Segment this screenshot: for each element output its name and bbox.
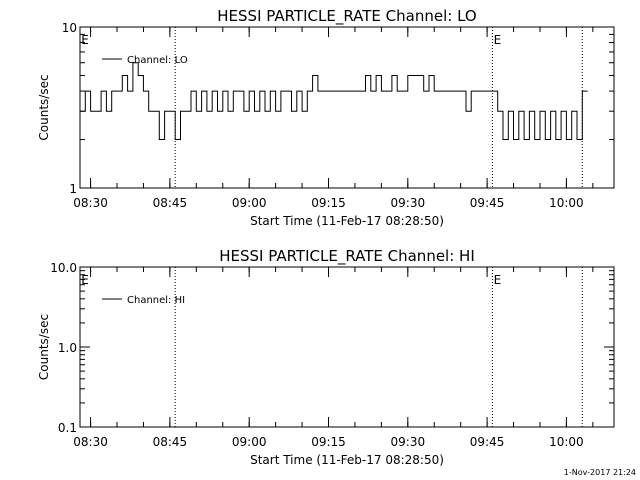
legend-entry: Channel: HI xyxy=(127,295,185,306)
y-tick-label: 1.0 xyxy=(58,341,77,355)
chart-title: HESSI PARTICLE_RATE Channel: HI xyxy=(219,247,475,266)
x-tick-label: 09:45 xyxy=(470,196,505,210)
x-tick-label: 09:30 xyxy=(391,196,426,210)
x-tick-label: 09:45 xyxy=(470,435,505,449)
event-marker-label: E xyxy=(494,33,502,47)
x-tick-label: 09:00 xyxy=(232,196,267,210)
x-tick-label: 09:30 xyxy=(391,435,426,449)
x-axis-label: Start Time (11-Feb-17 08:28:50) xyxy=(250,453,444,467)
x-tick-label: 09:15 xyxy=(311,435,346,449)
chart-panel-lo: HESSI PARTICLE_RATE Channel: LO Counts/se… xyxy=(37,7,615,228)
chart-title: HESSI PARTICLE_RATE Channel: LO xyxy=(217,7,476,26)
y-tick-label: 1 xyxy=(69,182,77,196)
x-tick-label: 08:30 xyxy=(73,196,108,210)
x-tick-label: 08:30 xyxy=(73,435,108,449)
legend-entry: Channel: LO xyxy=(127,55,188,66)
x-tick-label: 10:00 xyxy=(549,435,584,449)
series-line-lo xyxy=(80,62,588,140)
x-tick-label: 09:00 xyxy=(232,435,267,449)
event-marker-label: E xyxy=(494,273,502,287)
x-tick-label: 08:45 xyxy=(153,196,188,210)
timestamp-stamp: 1-Nov-2017 21:24 xyxy=(564,468,636,477)
y-tick-label: 0.1 xyxy=(58,421,77,435)
y-tick-label: 10.0 xyxy=(50,261,77,275)
x-tick-label: 10:00 xyxy=(549,196,584,210)
y-tick-label: 10 xyxy=(62,21,77,35)
x-tick-label: 08:45 xyxy=(153,435,188,449)
event-marker-label: E xyxy=(81,33,89,47)
y-axis-label: Counts/sec xyxy=(37,74,51,140)
event-marker-label: E xyxy=(81,273,89,287)
plot-frame xyxy=(79,26,615,189)
x-tick-label: 09:15 xyxy=(311,196,346,210)
x-axis-label: Start Time (11-Feb-17 08:28:50) xyxy=(250,214,444,228)
chart-panel-hi: HESSI PARTICLE_RATE Channel: HI Counts/se… xyxy=(37,247,615,467)
y-axis-label: Counts/sec xyxy=(37,314,51,380)
